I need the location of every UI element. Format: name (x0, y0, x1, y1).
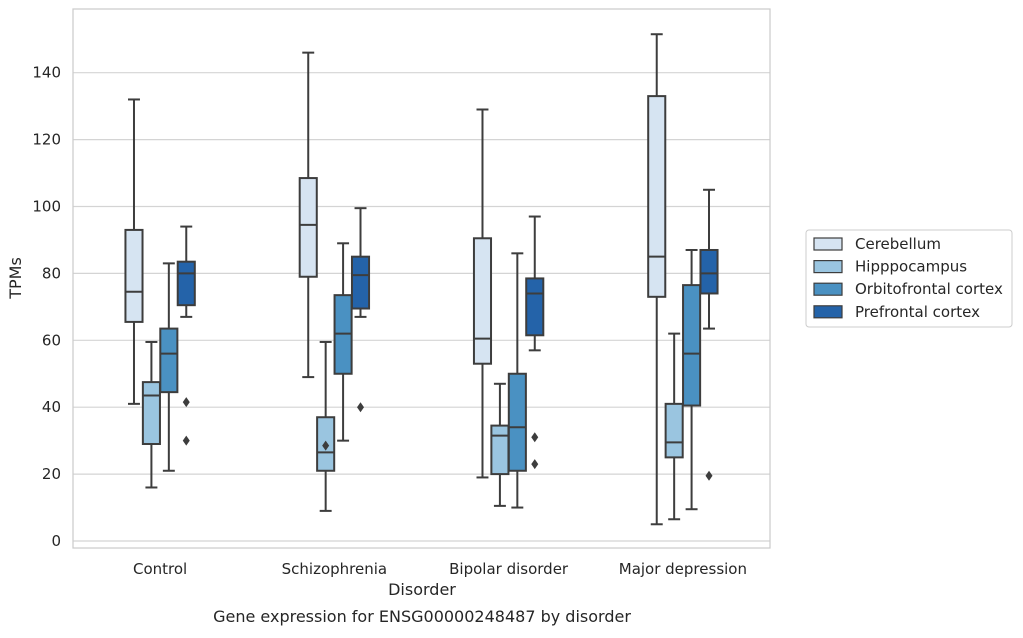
legend-swatch (813, 305, 843, 319)
y-axis-label: TPMs (6, 257, 25, 300)
box-iqr (507, 372, 527, 472)
y-tick-label: 60 (42, 331, 61, 349)
box-group (350, 207, 371, 413)
legend-swatch (813, 260, 843, 274)
box-group (176, 225, 196, 446)
plot-frame (72, 8, 771, 549)
y-tick-label: 40 (42, 398, 61, 416)
box-group (124, 98, 144, 405)
legend-label: Prefrontal cortex (855, 303, 980, 321)
box-iqr (472, 237, 493, 365)
box-iqr (298, 177, 318, 278)
x-axis-label: Disorder (388, 580, 456, 599)
chart-caption: Gene expression for ENSG00000248487 by d… (213, 607, 631, 626)
box-iqr (176, 260, 196, 307)
box-group (507, 252, 527, 509)
box-iqr (124, 228, 144, 323)
legend-frame (805, 229, 1013, 328)
box-iqr (682, 284, 702, 407)
y-tick-label: 80 (42, 264, 61, 282)
y-tick-label: 20 (42, 465, 61, 483)
legend: Cerebellum Hipppocampus Orbitofrontal cort… (805, 229, 1013, 328)
y-tick-label: 100 (32, 198, 61, 216)
box-group (647, 33, 667, 526)
outlier-marker (322, 440, 330, 451)
x-tick-label: Schizophrenia (282, 560, 387, 578)
box-group (490, 382, 510, 507)
box-group (472, 108, 493, 479)
outlier-marker (182, 397, 190, 408)
legend-swatch (813, 282, 843, 296)
outlier-marker (531, 432, 539, 443)
y-tick-labels: 0 20 40 60 80 100 120 140 (32, 64, 61, 550)
box-iqr (647, 95, 667, 298)
box-group (316, 340, 336, 512)
box-group (159, 262, 179, 472)
x-tick-labels: Control Schizophrenia Bipolar disorder Majo… (133, 560, 747, 578)
y-tick-label: 120 (32, 131, 61, 149)
legend-label: Cerebellum (855, 235, 941, 253)
x-tick-label: Control (133, 560, 187, 578)
box-iqr (699, 248, 719, 295)
legend-label: Orbitofrontal cortex (855, 280, 1003, 298)
box-group (298, 51, 318, 379)
outlier-marker (531, 459, 539, 470)
box-iqr (664, 402, 684, 459)
outlier-marker (705, 470, 713, 481)
x-tick-label: Major depression (619, 560, 747, 578)
box-iqr (525, 277, 545, 337)
box-layer (124, 33, 719, 526)
legend-swatch (813, 237, 843, 251)
x-tick-label: Bipolar disorder (449, 560, 569, 578)
box-group (525, 215, 545, 470)
outlier-marker (357, 402, 365, 413)
box-group (664, 332, 684, 521)
y-tick-label: 140 (32, 64, 61, 82)
outlier-marker (182, 435, 190, 446)
box-group (682, 248, 702, 511)
box-iqr (350, 255, 371, 310)
box-group (141, 340, 161, 489)
y-tick-label: 0 (51, 532, 61, 550)
box-group (333, 242, 353, 442)
box-iqr (159, 327, 179, 394)
box-iqr (490, 424, 510, 476)
legend-items: Cerebellum Hipppocampus Orbitofrontal cort… (813, 235, 1003, 321)
legend-label: Hipppocampus (855, 258, 967, 276)
box-iqr (141, 381, 161, 445)
box-group (699, 188, 719, 481)
